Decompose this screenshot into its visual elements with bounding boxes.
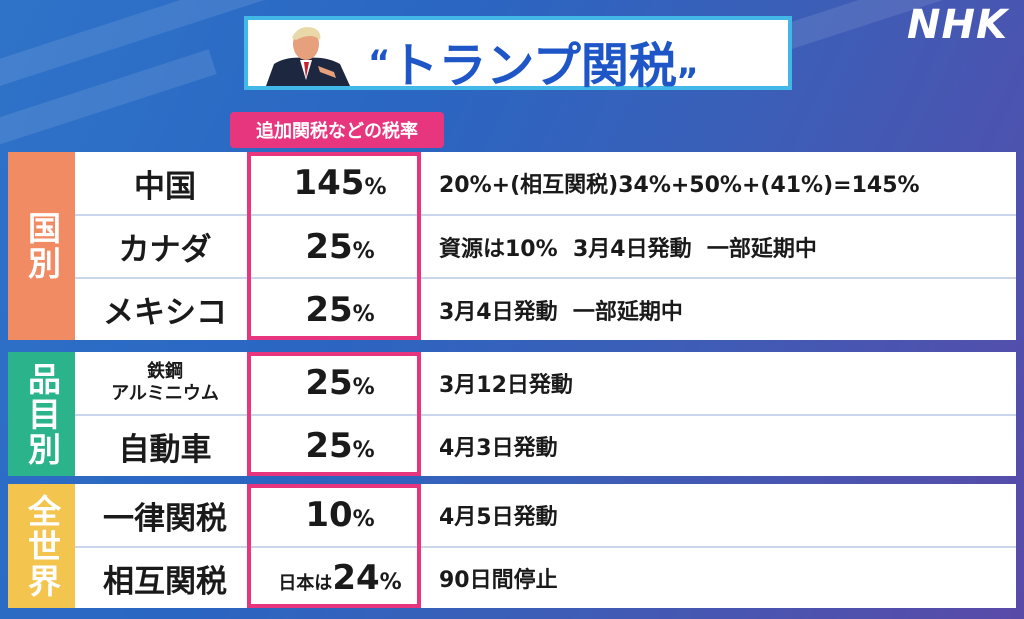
group-label: 品目別: [8, 352, 75, 476]
row-name-line: アルミニウム: [111, 383, 219, 404]
table-row: 鉄鋼 アルミニウム 25% 3月12日発動: [75, 352, 1016, 414]
row-rate: 25%: [305, 289, 375, 330]
table-row: メキシコ 25% 3月4日発動 一部延期中: [75, 277, 1016, 340]
group-by-item: 品目別 鉄鋼 アルミニウム 25% 3月12日発動 自動車 25% 4月3日発動: [8, 352, 1016, 476]
rate-column-header: 追加関税などの税率: [230, 112, 444, 148]
portrait-photo: [256, 20, 358, 86]
page-title: “トランプ関税„: [368, 26, 699, 96]
table-row: 自動車 25% 4月3日発動: [75, 414, 1016, 476]
row-name: 鉄鋼 アルミニウム: [75, 361, 255, 405]
table-row: 相互関税 日本は24% 90日間停止: [75, 546, 1016, 608]
row-name: メキシコ: [103, 295, 227, 331]
nhk-logo: NHK: [907, 2, 1008, 48]
group-by-country: 国別 中国 145% 20%+(相互関税)34%+50%+(41%)=145% …: [8, 152, 1016, 340]
row-rate: 25%: [305, 226, 375, 267]
row-rate: 10%: [305, 495, 375, 535]
row-name: 自動車: [118, 431, 212, 468]
row-name: カナダ: [118, 232, 212, 268]
row-note: 20%+(相互関税)34%+50%+(41%)=145%: [439, 173, 920, 198]
row-note: 4月3日発動: [439, 436, 558, 461]
row-note: 3月12日発動: [439, 373, 573, 398]
row-rate: 145%: [293, 163, 387, 203]
row-note: 3月4日発動 一部延期中: [439, 299, 683, 325]
row-rate: 25%: [305, 426, 375, 466]
row-rate: 日本は24%: [278, 558, 402, 598]
table-row: カナダ 25% 資源は10% 3月4日発動 一部延期中: [75, 214, 1016, 277]
row-name-line: 鉄鋼: [147, 361, 183, 382]
group-worldwide: 全世界 一律関税 10% 4月5日発動 相互関税 日本は24% 90日間停止: [8, 484, 1016, 608]
row-rate: 25%: [305, 363, 375, 403]
row-note: 資源は10% 3月4日発動 一部延期中: [439, 236, 817, 262]
group-label: 国別: [8, 152, 75, 340]
title-banner: “トランプ関税„: [244, 16, 792, 94]
row-note: 90日間停止: [439, 568, 558, 593]
row-name: 中国: [134, 168, 196, 205]
row-name: 相互関税: [103, 563, 227, 600]
table-row: 一律関税 10% 4月5日発動: [75, 484, 1016, 546]
row-name: 一律関税: [103, 500, 227, 537]
row-note: 4月5日発動: [439, 505, 558, 530]
table-row: 中国 145% 20%+(相互関税)34%+50%+(41%)=145%: [75, 152, 1016, 214]
title-text: トランプ関税: [390, 38, 677, 94]
group-label: 全世界: [8, 484, 75, 608]
open-quote: “: [368, 43, 391, 83]
close-quote: „: [676, 43, 700, 83]
